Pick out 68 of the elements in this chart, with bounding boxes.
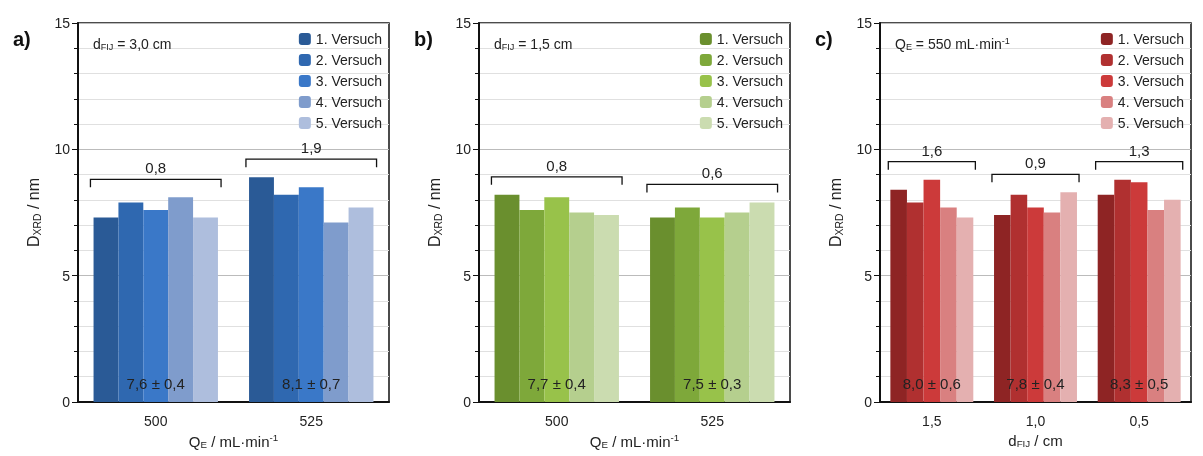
y-tick-label: 0 [463,394,472,410]
annotation: 1,3 [1128,141,1150,159]
bar [923,179,941,402]
y-tick-label: 10 [856,141,873,158]
legend-label: 4. Versuch [315,94,382,110]
legend-label: 1. Versuch [315,31,382,47]
bar [650,217,675,402]
legend-label: 4. Versuch [716,94,783,110]
bar [749,202,775,402]
bar [494,194,520,402]
y-tick-label: 10 [54,141,71,158]
annotation: 0,6 [701,164,723,182]
bar [1027,207,1044,402]
y-axis-title: DXRD / nm [826,177,845,248]
annotation: 7,7 ± 0,4 [527,374,586,392]
y-axis-title: DXRD / nm [24,177,43,248]
annotation: 1,9 [300,139,322,157]
annotation: 7,6 ± 0,4 [126,374,185,392]
legend-label: 2. Versuch [716,52,783,68]
x-tick-label: 500 [545,413,569,429]
legend-label: 3. Versuch [1117,73,1184,89]
x-tick-label: 525 [299,413,324,429]
y-tick-label: 0 [864,394,873,410]
y-tick-label: 10 [455,141,472,158]
x-tick-label: 0,5 [1129,413,1150,429]
y-tick-label: 15 [54,15,71,31]
bar [1130,182,1148,402]
annotation: 8,0 ± 0,6 [902,374,961,392]
annotation: 0,9 [1025,154,1046,172]
legend-label: 5. Versuch [315,115,382,131]
x-axis-title: dFIJ / cm [1008,431,1063,450]
chart-title: c) [815,28,833,50]
legend-label: 3. Versuch [315,73,382,89]
legend-label: 1. Versuch [716,31,783,47]
bar [249,177,274,402]
bar [348,207,374,402]
x-tick-label: 525 [700,413,725,429]
annotation: 7,5 ± 0,3 [683,374,742,392]
chart-title: b) [414,28,433,50]
legend-label: 2. Versuch [1117,52,1184,68]
y-tick-label: 15 [455,15,472,31]
y-tick-label: 5 [463,267,472,284]
annotation: 0,8 [546,156,568,174]
annotation: 8,3 ± 0,5 [1110,374,1169,392]
y-tick-label: 5 [864,267,873,284]
legend-label: 5. Versuch [716,115,783,131]
legend-label: 3. Versuch [716,73,783,89]
annotation: 8,1 ± 0,7 [282,374,341,392]
x-tick-label: 500 [144,413,168,429]
annotation: 0,8 [145,159,167,177]
y-axis-title: DXRD / nm [425,177,444,248]
y-tick-label: 15 [856,15,873,31]
annotation: 1,6 [921,141,943,159]
legend-label: 1. Versuch [1117,31,1184,47]
bar [193,217,218,402]
text: dFIJ = 3,0 cm [93,35,172,52]
bar [93,217,119,402]
annotation: 7,8 ± 0,4 [1006,374,1065,392]
x-tick-label: 1,0 [1025,413,1046,429]
legend-label: 5. Versuch [1117,115,1184,131]
legend-label: 2. Versuch [315,52,382,68]
bar [594,215,619,402]
y-tick-label: 5 [62,267,71,284]
legend-label: 4. Versuch [1117,94,1184,110]
chart-title: a) [13,28,31,50]
y-tick-label: 0 [62,394,71,410]
text: dFIJ = 1,5 cm [494,35,573,52]
x-tick-label: 1,5 [922,413,942,429]
